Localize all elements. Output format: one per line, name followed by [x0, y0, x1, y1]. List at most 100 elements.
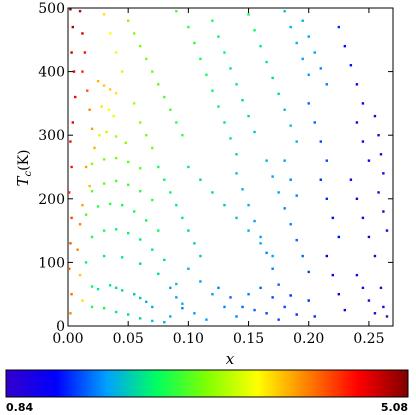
- data-point: [271, 76, 274, 80]
- data-point: [283, 207, 286, 210]
- data-point: [84, 213, 88, 216]
- data-point: [114, 286, 118, 290]
- data-point: [133, 102, 136, 105]
- data-point: [187, 165, 190, 169]
- data-point: [175, 121, 178, 124]
- data-point: [307, 299, 310, 302]
- data-point: [211, 191, 214, 194]
- x-tick-label: 0.10: [173, 331, 204, 347]
- data-point: [151, 198, 154, 202]
- data-point: [112, 114, 115, 118]
- data-point: [96, 205, 100, 208]
- y-tick-label: 0: [56, 319, 65, 335]
- data-point: [139, 44, 142, 48]
- colorbar-max-label: 5.08: [381, 401, 408, 414]
- data-point: [229, 137, 232, 140]
- data-point: [337, 235, 341, 239]
- data-point: [102, 229, 106, 232]
- data-point: [235, 83, 238, 86]
- data-point: [81, 299, 84, 302]
- data-point: [241, 305, 244, 309]
- x-tick-label: 0.15: [233, 331, 264, 347]
- data-point: [69, 312, 72, 315]
- data-point: [108, 32, 112, 35]
- data-point: [114, 179, 118, 183]
- data-point: [78, 223, 82, 226]
- data-point: [325, 159, 328, 162]
- y-axis-label-main: T: [14, 176, 32, 187]
- data-point: [126, 313, 130, 316]
- data-point: [343, 308, 347, 312]
- data-point: [331, 273, 335, 277]
- data-point: [145, 219, 148, 222]
- data-point: [88, 108, 91, 111]
- data-point: [81, 70, 84, 73]
- data-point: [145, 300, 148, 304]
- data-point: [181, 306, 184, 310]
- data-point: [139, 121, 142, 124]
- data-point: [283, 305, 286, 309]
- data-point: [319, 140, 322, 143]
- data-point: [133, 32, 136, 35]
- data-point: [100, 105, 103, 108]
- data-point: [175, 296, 178, 299]
- data-point: [68, 267, 71, 270]
- data-point: [163, 320, 166, 324]
- y-tick-label: 200: [38, 192, 65, 208]
- data-point: [102, 84, 106, 87]
- x-axis-ticks: 0.00 0.05 0.10 0.15 0.20 0.25: [52, 8, 385, 347]
- data-point: [78, 273, 82, 277]
- data-point: [90, 285, 94, 288]
- data-point: [70, 216, 73, 220]
- data-point: [367, 299, 371, 302]
- data-point: [271, 254, 274, 258]
- data-point: [253, 29, 256, 32]
- data-point: [96, 287, 100, 291]
- data-point: [361, 102, 365, 105]
- data-point: [247, 114, 250, 118]
- data-point: [105, 130, 108, 134]
- data-point: [223, 51, 226, 54]
- data-point: [88, 184, 91, 188]
- data-point: [343, 44, 347, 48]
- data-point: [217, 286, 220, 290]
- data-point: [283, 159, 286, 162]
- data-point: [355, 273, 359, 277]
- data-point: [289, 178, 292, 181]
- data-point: [70, 293, 73, 296]
- data-point: [81, 203, 84, 207]
- data-point: [277, 191, 280, 194]
- data-point: [126, 183, 130, 187]
- data-point: [301, 254, 304, 258]
- data-point: [301, 57, 304, 61]
- data-point: [120, 289, 124, 292]
- data-point: [145, 57, 148, 61]
- data-points: [68, 8, 389, 324]
- data-point: [223, 121, 226, 124]
- data-point: [247, 229, 250, 232]
- data-point: [175, 203, 178, 207]
- data-point: [385, 229, 389, 232]
- data-point: [205, 73, 208, 76]
- data-point: [289, 223, 292, 226]
- data-point: [157, 272, 160, 276]
- data-point: [337, 25, 341, 29]
- data-point: [139, 317, 142, 320]
- data-point: [107, 108, 111, 111]
- y-axis-ticks: 0 100 200 300 400 500: [38, 1, 393, 335]
- data-point: [223, 203, 226, 207]
- data-point: [265, 60, 268, 64]
- data-point: [114, 92, 118, 95]
- data-point: [307, 102, 310, 105]
- data-point: [271, 267, 274, 270]
- data-point: [295, 238, 298, 242]
- data-point: [68, 191, 71, 194]
- data-point: [307, 270, 310, 274]
- data-point: [271, 175, 274, 178]
- data-point: [217, 35, 220, 38]
- data-point: [265, 159, 268, 162]
- data-point: [169, 108, 172, 111]
- data-point: [229, 296, 232, 299]
- data-point: [211, 293, 214, 296]
